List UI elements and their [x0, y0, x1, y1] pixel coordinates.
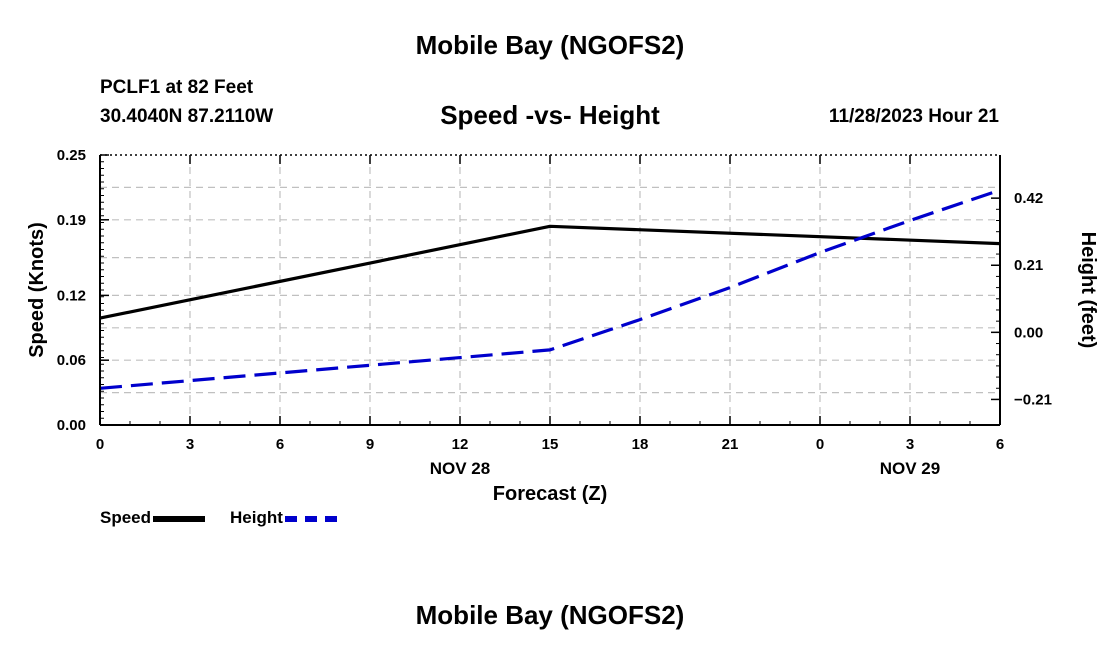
y2-tick-label: 0.00	[1014, 324, 1043, 341]
station-coordinates: 30.4040N 87.2110W	[100, 106, 274, 127]
station-name: PCLF1 at 82 Feet	[100, 77, 254, 98]
y2-tick-label: 0.21	[1014, 257, 1043, 274]
legend-item-speed: Speed	[100, 508, 206, 528]
y-axis-label: Speed (Knots)	[26, 222, 48, 358]
y2-axis-label: Height (feet)	[1077, 232, 1099, 349]
series-line-speed	[99, 224, 1001, 320]
x-day-label: NOV 28	[430, 459, 490, 478]
y2-tick-label: −0.21	[1014, 391, 1052, 408]
y-tick-label: 0.00	[57, 417, 86, 434]
x-tick-label: 9	[366, 436, 374, 453]
chart-title: Speed -vs- Height	[440, 100, 660, 130]
series-line-height	[99, 188, 1001, 390]
legend-height-label: Height	[230, 508, 283, 527]
forecast-datetime: 11/28/2023 Hour 21	[828, 106, 999, 127]
legend-speed-label: Speed	[100, 508, 152, 527]
series-layer	[99, 188, 1001, 390]
footer-title: Mobile Bay (NGOFS2)	[415, 600, 685, 630]
page-title: Mobile Bay (NGOFS2)	[415, 30, 685, 60]
y-tick-label: 0.06	[57, 352, 86, 369]
legend-item-height: Height	[230, 508, 337, 528]
x-tick-label: 21	[722, 436, 739, 453]
grid-layer	[100, 155, 1000, 425]
x-tick-label: 0	[816, 436, 824, 453]
x-axis-label: Forecast (Z)	[493, 483, 607, 505]
y2-tick-label: 0.42	[1014, 190, 1043, 207]
x-tick-label: 18	[632, 436, 649, 453]
x-tick-label: 3	[906, 436, 914, 453]
legend-speed-swatch	[153, 515, 206, 522]
frame-layer	[99, 154, 1001, 426]
x-tick-label: 6	[276, 436, 284, 453]
x-tick-label: 12	[452, 436, 469, 453]
y-tick-label: 0.25	[57, 147, 86, 164]
y-tick-label: 0.19	[57, 212, 86, 229]
x-day-label: NOV 29	[880, 459, 940, 478]
x-tick-label: 15	[542, 436, 559, 453]
x-tick-label: 0	[96, 436, 104, 453]
y-tick-label: 0.12	[57, 287, 86, 304]
x-tick-label: 6	[996, 436, 1004, 453]
x-tick-label: 3	[186, 436, 194, 453]
legend-height-swatch	[284, 515, 337, 522]
label-layer: 0 3 6 9 12 15 18 21 0 3 6 NOV 28 NOV 29 Forecast (Z) 0…	[26, 147, 1099, 505]
